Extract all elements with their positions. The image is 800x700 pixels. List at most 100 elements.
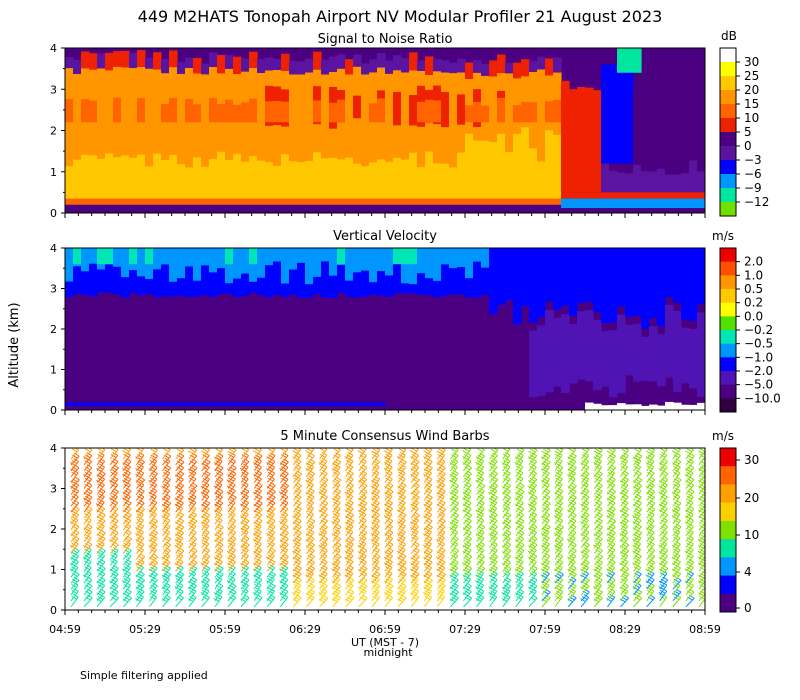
vv-cell bbox=[433, 248, 442, 281]
snr-cell bbox=[121, 50, 130, 68]
snr-cell bbox=[81, 99, 90, 123]
vv-cell bbox=[337, 402, 346, 406]
wind-barb bbox=[358, 458, 367, 472]
snr-cell bbox=[153, 52, 162, 70]
colorbar-swatch bbox=[720, 343, 736, 358]
snr-cell bbox=[73, 198, 82, 205]
wind-barb bbox=[305, 448, 315, 460]
snr-cell bbox=[65, 57, 74, 69]
snr-cell bbox=[617, 198, 626, 209]
snr-cell bbox=[193, 73, 202, 201]
wind-barb bbox=[501, 541, 512, 554]
snr-cell bbox=[177, 190, 186, 199]
snr-cell bbox=[409, 152, 418, 195]
snr-cell bbox=[505, 73, 514, 201]
snr-cell bbox=[297, 61, 306, 75]
wind-barb bbox=[358, 523, 367, 537]
snr-cell bbox=[377, 98, 386, 123]
snr-cell bbox=[345, 190, 354, 199]
vv-cell bbox=[617, 248, 626, 307]
snr-cell bbox=[209, 198, 218, 205]
vv-cell bbox=[153, 248, 162, 298]
wind-barb bbox=[279, 499, 289, 513]
y-tick-label: 4 bbox=[50, 242, 57, 255]
y-tick-label: 0 bbox=[50, 404, 57, 417]
snr-cell bbox=[153, 190, 162, 199]
wind-barb bbox=[279, 511, 289, 525]
wind-barb bbox=[305, 487, 315, 501]
wind-barb bbox=[83, 588, 93, 602]
wind-barb bbox=[541, 452, 551, 466]
vv-cell bbox=[457, 248, 466, 268]
snr-y-ticks: 0 1 2 3 4 bbox=[50, 42, 65, 220]
wind-barb bbox=[684, 448, 694, 460]
vv-y-ticks: 0 1 2 3 4 bbox=[50, 242, 65, 417]
wind-barb bbox=[136, 493, 145, 507]
snr-cell bbox=[681, 173, 690, 193]
wind-barb bbox=[515, 469, 524, 483]
wind-barb bbox=[384, 523, 393, 537]
vv-cell bbox=[697, 248, 705, 305]
wind-barb bbox=[606, 505, 616, 519]
wind-barb bbox=[148, 505, 158, 519]
vv-cell bbox=[329, 402, 338, 406]
snr-cell bbox=[617, 192, 626, 199]
wind-barb bbox=[122, 475, 132, 489]
colorbar-swatch bbox=[720, 48, 736, 63]
vv-cell bbox=[225, 248, 234, 265]
snr-cell bbox=[473, 198, 482, 205]
snr-cell bbox=[569, 89, 578, 193]
wind-barb bbox=[83, 523, 93, 537]
snr-cell bbox=[561, 159, 570, 191]
vv-cell bbox=[225, 402, 234, 406]
snr-cell bbox=[401, 72, 410, 201]
colorbar-swatch bbox=[720, 275, 736, 290]
snr-cell bbox=[505, 151, 514, 195]
vv-cell bbox=[361, 248, 370, 297]
wind-barb bbox=[489, 452, 498, 466]
wind-barb bbox=[475, 541, 485, 554]
snr-cell bbox=[465, 198, 474, 205]
vv-cell bbox=[353, 402, 362, 406]
snr-cell bbox=[361, 198, 370, 205]
x-tick-label: 05:59 bbox=[209, 623, 241, 636]
snr-cell bbox=[625, 48, 634, 73]
vv-cell bbox=[593, 319, 602, 391]
wind-barb bbox=[83, 481, 93, 495]
vv-cell bbox=[401, 248, 410, 265]
snr-cell bbox=[225, 198, 234, 205]
wind-barb bbox=[502, 547, 512, 560]
snr-cell bbox=[129, 157, 138, 195]
wind-barb bbox=[475, 505, 485, 519]
vv-cell bbox=[593, 403, 602, 410]
snr-cell bbox=[457, 152, 466, 195]
snr-cell bbox=[129, 190, 138, 199]
snr-cell bbox=[641, 198, 650, 209]
wind-barb bbox=[528, 523, 538, 537]
vv-cell bbox=[409, 248, 418, 285]
colorbar-swatch bbox=[720, 502, 736, 522]
vv-cell bbox=[65, 248, 74, 282]
colorbar-label: −0.5 bbox=[744, 337, 773, 351]
wind-barb bbox=[475, 463, 485, 477]
wind-barbs-field bbox=[69, 448, 705, 608]
snr-cell bbox=[417, 190, 426, 199]
wind-barb bbox=[436, 529, 446, 543]
snr-cell bbox=[689, 198, 698, 209]
snr-cell bbox=[337, 68, 346, 201]
vv-cell bbox=[633, 248, 642, 316]
snr-cell bbox=[433, 71, 442, 201]
wind-barb bbox=[344, 511, 355, 525]
snr-cell bbox=[273, 198, 282, 205]
wind-barb bbox=[358, 587, 367, 602]
snr-cell bbox=[121, 190, 130, 199]
y-tick-label: 4 bbox=[50, 42, 57, 55]
snr-cell bbox=[657, 127, 666, 169]
wind-barb bbox=[319, 499, 329, 513]
wind-barb bbox=[201, 475, 210, 489]
wind-barb bbox=[593, 452, 603, 466]
snr-cell bbox=[425, 99, 434, 123]
vv-cell bbox=[441, 248, 450, 296]
colorbar-label: 0.5 bbox=[744, 282, 763, 296]
